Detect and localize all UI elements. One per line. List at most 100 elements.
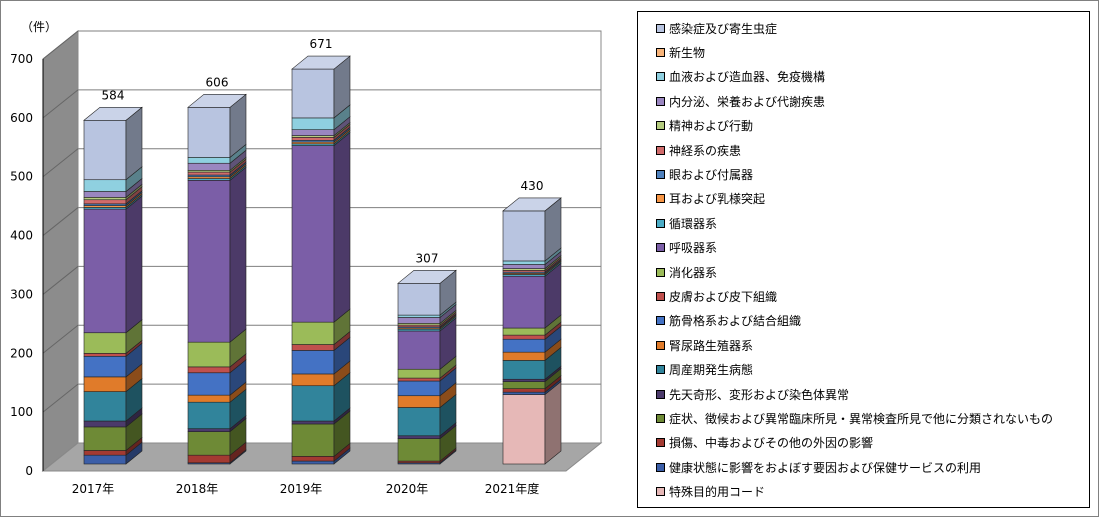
legend-label: 皮膚および皮下組織 (669, 289, 778, 304)
legend-swatch (656, 291, 665, 301)
legend-swatch (656, 413, 665, 423)
legend-item: 損傷、中毒およびその他の外因の影響 (656, 434, 873, 452)
legend-item: 呼吸器系 (656, 239, 717, 257)
y-tick-label: 100 (10, 405, 33, 419)
bar-total-label: 430 (521, 179, 544, 193)
gridline-side (42, 30, 79, 60)
legend-label: 内分泌、栄養および代謝疾患 (669, 94, 826, 109)
gridline-side (42, 89, 79, 119)
legend-label: 血液および造血器、免疫機構 (669, 70, 826, 85)
bar-segment (83, 363, 143, 393)
legend-swatch (656, 194, 665, 204)
x-tick-label: 2019年 (280, 482, 323, 496)
bar-segment (502, 197, 562, 262)
bar-top (502, 197, 562, 212)
legend-label: 新生物 (669, 45, 706, 60)
x-tick-label: 2021年度 (485, 481, 540, 496)
bar-segment (397, 393, 457, 437)
y-tick-label: 0 (25, 464, 33, 478)
legend-item: 新生物 (656, 43, 705, 61)
legend-swatch (656, 23, 665, 33)
legend-item: 腎尿路生殖器系 (656, 336, 753, 354)
bar-segment (83, 377, 143, 422)
bar-total-label: 606 (206, 75, 229, 89)
legend-label: 損傷、中毒およびその他の外因の影響 (669, 436, 874, 451)
legend-item: 筋骨格系および結合組織 (656, 312, 801, 330)
bar-top (83, 106, 143, 121)
legend-item: 眼および付属器 (656, 165, 753, 183)
legend-item: 感染症及び寄生虫症 (656, 19, 777, 37)
legend-label: 健康状態に影響をおよぼす要因および保健サービスの利用 (669, 460, 982, 475)
legend-swatch (656, 316, 665, 326)
bar-segment (397, 367, 457, 397)
y-tick-label: 200 (10, 346, 33, 360)
bar-segment (397, 303, 457, 324)
legend-swatch (656, 96, 665, 106)
legend-item: 健康状態に影響をおよぼす要因および保健サービスの利用 (656, 458, 981, 476)
bar-segment (502, 380, 562, 465)
legend-swatch (656, 169, 665, 179)
bar-total-label: 671 (310, 37, 333, 51)
legend-swatch (656, 487, 665, 497)
y-axis: 0 100 200 300 400 500 600 700 （件） (10, 20, 57, 478)
legend-label: 消化器系 (669, 265, 718, 280)
legend-swatch (656, 389, 665, 399)
legend-item: 特殊目的用コード (656, 483, 765, 501)
legend-item: 内分泌、栄養および代謝疾患 (656, 92, 825, 110)
gridline-side (42, 207, 79, 236)
legend-label: 周産期発生病態 (669, 363, 754, 378)
legend-label: 眼および付属器 (669, 167, 754, 182)
legend-swatch (656, 72, 665, 82)
legend: 感染症及び寄生虫症 新生物血液および造血器、免疫機構 内分泌、栄養および代謝疾患 精神… (637, 11, 1090, 508)
gridline-side (42, 148, 79, 178)
y-tick-label: 300 (10, 287, 33, 301)
bar-segment (502, 262, 562, 329)
bar-segment (502, 325, 562, 353)
legend-label: 感染症及び寄生虫症 (669, 21, 778, 36)
bar-top (187, 94, 247, 108)
legend-label: 筋骨格系および結合組織 (669, 314, 802, 329)
bar-segment (83, 195, 143, 334)
x-tick-label: 2018年 (176, 482, 219, 496)
bar-top (291, 55, 351, 70)
y-tick-label: 400 (10, 229, 33, 243)
legend-item: 血液および造血器、免疫機構 (656, 68, 825, 86)
legend-label: 先天奇形、変形および染色体異常 (669, 387, 850, 402)
gridline-side (42, 266, 79, 295)
y-tick-label: 500 (10, 170, 33, 184)
bar-segment (187, 166, 247, 343)
x-tick-label: 2017年 (72, 482, 115, 496)
legend-item: 周産期発生病態 (656, 361, 753, 379)
legend-label: 特殊目的用コード (669, 485, 766, 500)
bar-segment (397, 269, 457, 316)
legend-label: 症状、徴候および異常臨床所見・異常検査所見で他に分類されないもの (669, 411, 1054, 426)
legend-label: 呼吸器系 (669, 241, 718, 256)
legend-label: 精神および行動 (669, 119, 754, 134)
legend-swatch (656, 438, 665, 448)
bar-total-label: 307 (416, 251, 439, 265)
legend-swatch (656, 243, 665, 253)
bar-segment (187, 381, 247, 403)
x-tick-label: 2020年 (386, 482, 429, 496)
bars (83, 55, 562, 465)
bar-segment (187, 93, 247, 158)
legend-item: 症状、徴候および異常臨床所見・異常検査所見で他に分類されないもの (656, 409, 1053, 427)
legend-swatch (656, 145, 665, 155)
bar-segment (187, 441, 247, 464)
bar-segment (83, 106, 143, 181)
bar-segment (502, 346, 562, 380)
bar-segment (397, 317, 457, 370)
bar-total-label: 584 (102, 88, 125, 102)
legend-label: 腎尿路生殖器系 (669, 338, 754, 353)
legend-swatch (656, 47, 665, 57)
legend-swatch (656, 365, 665, 375)
bar-segment (397, 425, 457, 462)
legend-item: 耳および乳様突起 (656, 190, 765, 208)
legend-item: 消化器系 (656, 263, 717, 281)
labels: 584 2017年 606 2018年 671 2019年 307 2020年 430 2021年… (72, 37, 544, 496)
legend-item: 精神および行動 (656, 117, 753, 135)
chart-plot: 0 100 200 300 400 500 600 700 （件） 584 2017年 606 201… (10, 20, 603, 496)
bar-segment (83, 342, 143, 378)
bar-segment (83, 319, 143, 354)
